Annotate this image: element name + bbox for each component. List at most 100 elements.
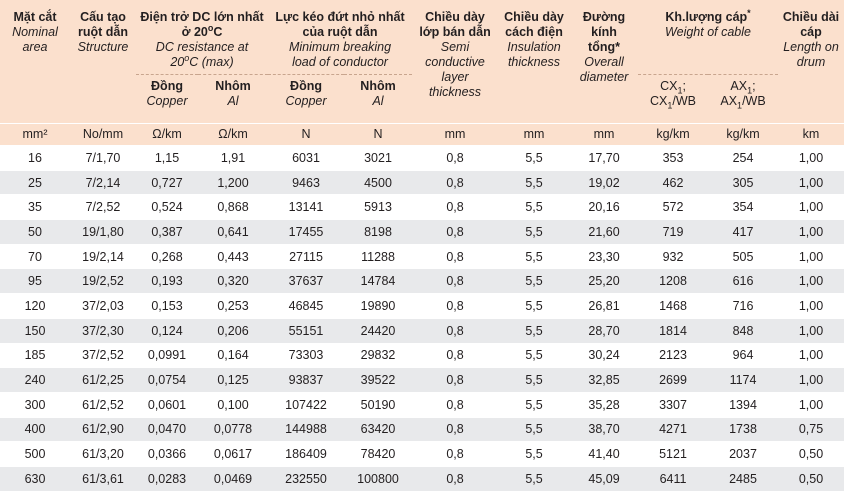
table-row: 300 61/2,52 0,0601 0,100 107422 50190 0,8 5,5 35… [0, 391, 844, 418]
table-cell: 8198 [344, 219, 413, 245]
table-cell: 719 [638, 219, 709, 245]
table-cell: 0,8 [412, 465, 499, 491]
table-cell: 41,40 [570, 441, 639, 467]
table-cell: 400 [0, 416, 70, 442]
table-cell: 0,268 [136, 243, 198, 269]
table-cell: 5,5 [498, 169, 571, 195]
table-cell: 5121 [638, 441, 709, 467]
table-cell: 848 [708, 317, 779, 343]
table-cell: 0,8 [412, 268, 499, 294]
table-cell: 39522 [344, 367, 413, 393]
table-cell: 61/2,90 [70, 416, 136, 442]
table-cell: 417 [708, 219, 779, 245]
table-cell: 0,0778 [198, 416, 269, 442]
table-cell: 5,5 [498, 219, 571, 245]
table-cell: 353 [638, 145, 709, 171]
table-cell: 0,727 [136, 169, 198, 195]
unit-cell: kg/km [638, 123, 709, 146]
table-cell: 0,8 [412, 169, 499, 195]
table-cell: 0,50 [778, 465, 844, 491]
table-cell: 2037 [708, 441, 779, 467]
table-row: 70 19/2,14 0,268 0,443 27115 11288 0,8 5,5 23,30… [0, 243, 844, 269]
table-cell: 73303 [268, 342, 345, 368]
table-cell: 16 [0, 145, 70, 171]
table-header: Mặt cắt Nominal area Cấu tạo ruột dẫn St… [0, 0, 844, 146]
table-cell: 95 [0, 268, 70, 294]
table-row: 185 37/2,52 0,0991 0,164 73303 29832 0,8 5,5 30,… [0, 342, 844, 368]
header-dc-resistance: Điện trở DC lớn nhất ở 20oC DC resistanc… [136, 0, 269, 75]
table-cell: 61/2,25 [70, 367, 136, 393]
subheader-breaking-al: Nhôm Al [344, 74, 413, 124]
table-cell: 32,85 [570, 367, 639, 393]
table-cell: 0,100 [198, 391, 269, 418]
header-length: Chiều dài cáp Length on drum [778, 0, 844, 124]
table-cell: 0,50 [778, 441, 844, 467]
table-cell: 150 [0, 317, 70, 343]
table-cell: 61/3,20 [70, 441, 136, 467]
table-cell: 55151 [268, 317, 345, 343]
table-cell: 6411 [638, 465, 709, 491]
table-cell: 1394 [708, 391, 779, 418]
table-cell: 1,15 [136, 145, 198, 171]
table-cell: 0,8 [412, 219, 499, 245]
table-cell: 300 [0, 391, 70, 418]
table-cell: 3307 [638, 391, 709, 418]
table-cell: 0,320 [198, 268, 269, 294]
unit-cell: mm² [0, 123, 70, 146]
table-cell: 5,5 [498, 317, 571, 343]
header-semi-conductive: Chiều dày lớp bán dẫn Semi conductive la… [412, 0, 499, 124]
table-cell: 61/2,52 [70, 391, 136, 418]
table-cell: 932 [638, 243, 709, 269]
table-cell: 1,00 [778, 317, 844, 343]
table-cell: 4271 [638, 416, 709, 442]
table-cell: 38,70 [570, 416, 639, 442]
table-cell: 21,60 [570, 219, 639, 245]
table-cell: 7/2,14 [70, 169, 136, 195]
table-cell: 0,868 [198, 194, 269, 220]
table-cell: 0,253 [198, 293, 269, 319]
table-cell: 37637 [268, 268, 345, 294]
table-row: 25 7/2,14 0,727 1,200 9463 4500 0,8 5,5 19,02 462… [0, 169, 844, 195]
table-cell: 240 [0, 367, 70, 393]
table-cell: 0,125 [198, 367, 269, 393]
table-cell: 0,0283 [136, 465, 198, 491]
table-cell: 4500 [344, 169, 413, 195]
table-cell: 5,5 [498, 416, 571, 442]
table-cell: 0,8 [412, 293, 499, 319]
table-cell: 0,443 [198, 243, 269, 269]
table-cell: 0,524 [136, 194, 198, 220]
header-nominal-area: Mặt cắt Nominal area [0, 0, 70, 124]
table-cell: 2699 [638, 367, 709, 393]
table-cell: 0,8 [412, 416, 499, 442]
table-cell: 5,5 [498, 342, 571, 368]
table-cell: 1,00 [778, 367, 844, 393]
table-cell: 0,8 [412, 391, 499, 418]
table-cell: 78420 [344, 441, 413, 467]
table-cell: 462 [638, 169, 709, 195]
table-cell: 0,0617 [198, 441, 269, 467]
table-cell: 19/1,80 [70, 219, 136, 245]
table-row: 35 7/2,52 0,524 0,868 13141 5913 0,8 5,5 20,16 57… [0, 194, 844, 220]
table-cell: 14784 [344, 268, 413, 294]
header-insulation: Chiều dày cách điện Insulation thickness [498, 0, 571, 124]
table-row: 120 37/2,03 0,153 0,253 46845 19890 0,8 5,5 26,8… [0, 293, 844, 319]
unit-cell: Ω/km [136, 123, 198, 146]
table-cell: 2485 [708, 465, 779, 491]
table-cell: 0,8 [412, 145, 499, 171]
table-cell: 1,00 [778, 268, 844, 294]
table-cell: 1,00 [778, 145, 844, 171]
table-cell: 70 [0, 243, 70, 269]
table-cell: 716 [708, 293, 779, 319]
table-cell: 19890 [344, 293, 413, 319]
table-cell: 23,30 [570, 243, 639, 269]
table-cell: 0,8 [412, 441, 499, 467]
table-row: 500 61/3,20 0,0366 0,0617 186409 78420 0,8 5,5 4… [0, 441, 844, 467]
header-overall-diameter: Đường kính tổng* Overall diameter [570, 0, 639, 124]
header-weight: Kh.lượng cáp* Weight of cable [638, 0, 779, 75]
table-row: 150 37/2,30 0,124 0,206 55151 24420 0,8 5,5 28,7… [0, 317, 844, 343]
table-cell: 305 [708, 169, 779, 195]
table-cell: 1174 [708, 367, 779, 393]
table-cell: 1,00 [778, 219, 844, 245]
table-cell: 50190 [344, 391, 413, 418]
